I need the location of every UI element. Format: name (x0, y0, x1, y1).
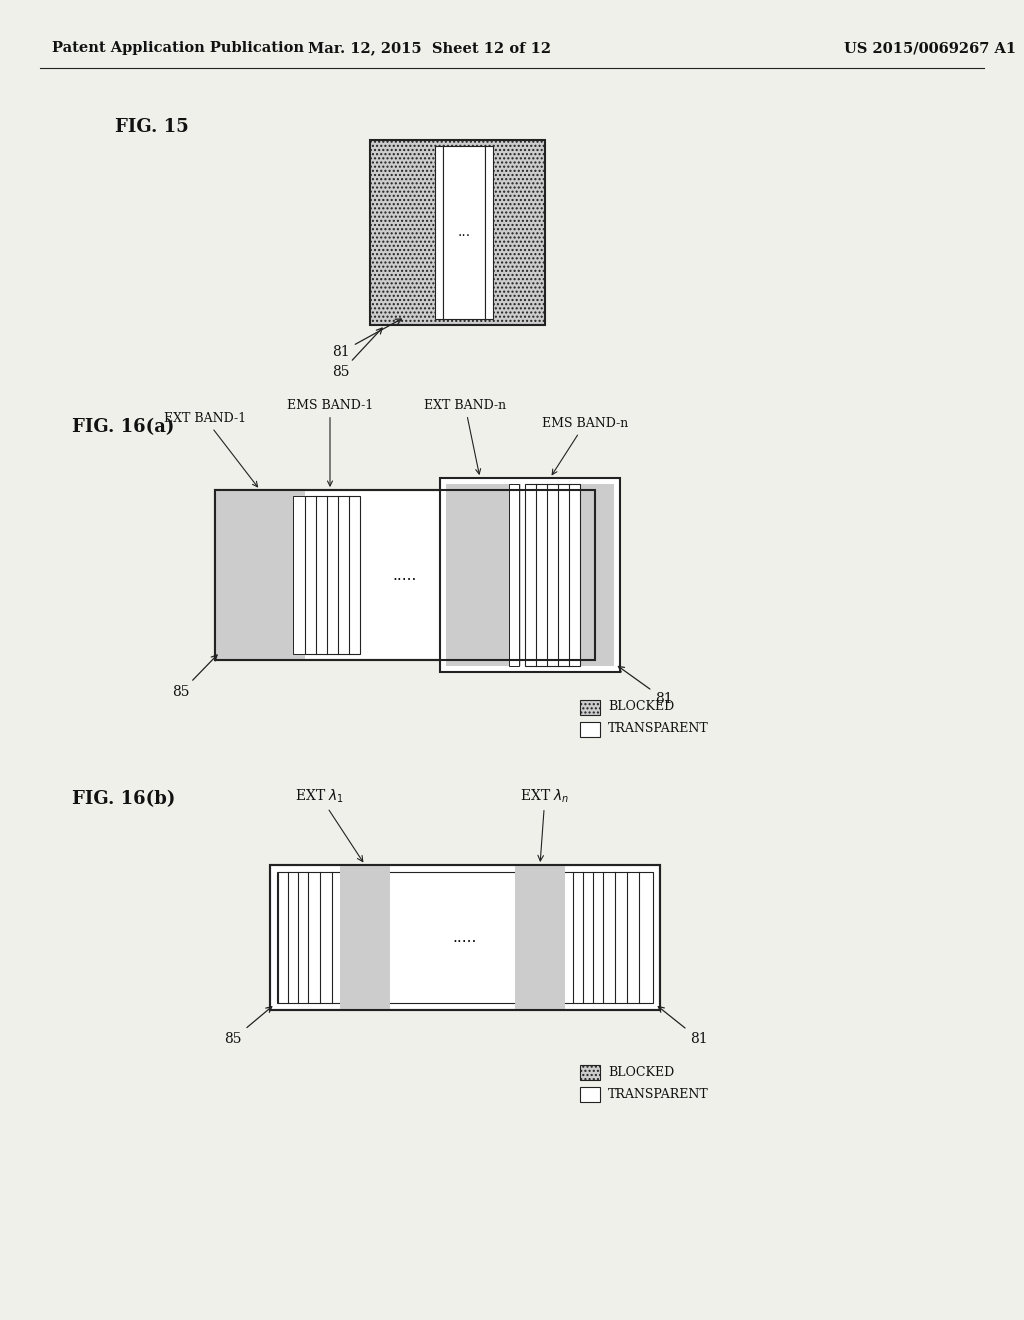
Bar (370, 140, 545, 325)
Text: US 2015/0069267 A1: US 2015/0069267 A1 (844, 41, 1016, 55)
Text: 81: 81 (618, 667, 673, 706)
Text: ...: ... (458, 226, 471, 239)
Text: TRANSPARENT: TRANSPARENT (608, 722, 709, 735)
Bar (580, 722, 600, 737)
Bar (440, 478, 620, 672)
Text: FIG. 16(a): FIG. 16(a) (72, 418, 174, 436)
Bar (446, 484, 521, 667)
Bar (509, 484, 519, 667)
Text: EXT $\lambda_1$: EXT $\lambda_1$ (296, 788, 362, 862)
Text: FIG. 16(b): FIG. 16(b) (72, 789, 175, 808)
Bar (580, 484, 614, 667)
Bar (270, 865, 660, 1010)
Bar (340, 865, 390, 1010)
Text: BLOCKED: BLOCKED (608, 701, 674, 714)
Bar (370, 140, 545, 325)
Bar (525, 484, 580, 667)
Text: EXT BAND-1: EXT BAND-1 (164, 412, 258, 487)
Text: .....: ..... (453, 931, 477, 945)
Bar (443, 147, 485, 319)
Text: EMS BAND-n: EMS BAND-n (542, 417, 628, 475)
Bar (293, 496, 305, 653)
Bar (435, 147, 443, 319)
Bar (580, 1086, 600, 1102)
Text: EMS BAND-1: EMS BAND-1 (287, 399, 373, 486)
Text: FIG. 15: FIG. 15 (115, 117, 188, 136)
Text: Patent Application Publication: Patent Application Publication (52, 41, 304, 55)
Text: BLOCKED: BLOCKED (608, 1065, 674, 1078)
Text: 85: 85 (172, 655, 217, 700)
Text: Mar. 12, 2015  Sheet 12 of 12: Mar. 12, 2015 Sheet 12 of 12 (308, 41, 552, 55)
Text: 85: 85 (333, 329, 382, 379)
Text: EXT BAND-n: EXT BAND-n (424, 399, 506, 474)
Bar (215, 490, 305, 660)
Bar (580, 700, 600, 715)
Bar (305, 496, 360, 653)
Bar (215, 490, 595, 660)
Bar (580, 1065, 600, 1080)
Bar (215, 490, 595, 660)
Text: .....: ..... (393, 568, 417, 582)
Text: 85: 85 (224, 1007, 271, 1045)
Bar (270, 865, 660, 1010)
Text: EXT $\lambda_n$: EXT $\lambda_n$ (520, 788, 569, 861)
Text: 81: 81 (658, 1007, 708, 1045)
Bar (485, 147, 493, 319)
Bar (515, 865, 565, 1010)
Text: TRANSPARENT: TRANSPARENT (608, 1088, 709, 1101)
Bar (278, 873, 653, 1003)
Text: 81: 81 (333, 319, 401, 359)
